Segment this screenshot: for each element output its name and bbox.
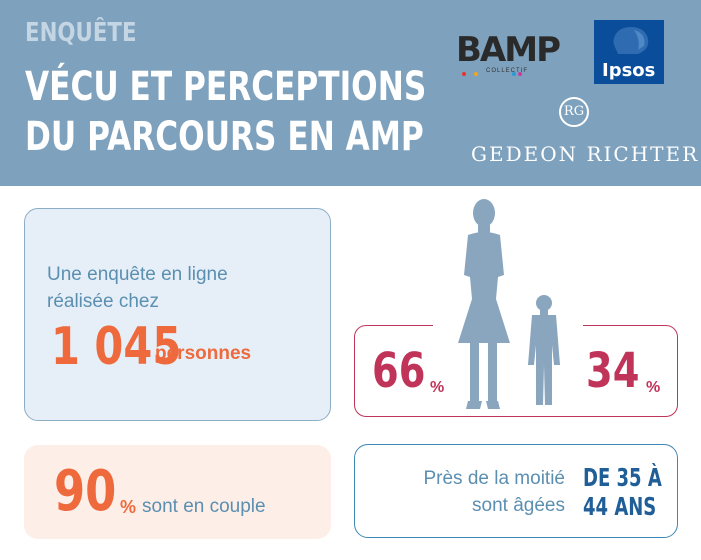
- women-percentage: 66: [372, 343, 426, 399]
- survey-respondent-unit: personnes: [155, 343, 252, 364]
- title-line-1: VÉCU ET PERCEPTIONS: [25, 64, 427, 110]
- age-range-line-2: 44 ANS: [583, 492, 657, 521]
- couple-percentage: 90: [54, 459, 117, 524]
- title-line-2: DU PARCOURS EN AMP: [25, 114, 424, 160]
- age-range: DE 35 À 44 ANS: [583, 463, 662, 521]
- gedeon-richter-logo: GEDEON RICHTER: [471, 142, 700, 166]
- couple-card: 90 % sont en couple: [24, 445, 331, 539]
- age-line-1: Près de la moitié: [423, 468, 565, 489]
- header-banner: ENQUÊTE VÉCU ET PERCEPTIONS DU PARCOURS …: [0, 0, 701, 186]
- ipsos-head-icon: [613, 26, 649, 54]
- couple-percent-symbol: %: [120, 497, 137, 517]
- header-kicker: ENQUÊTE: [25, 18, 137, 48]
- survey-description: Une enquête en ligne réalisée chez: [47, 261, 228, 315]
- survey-line-1: Une enquête en ligne: [47, 264, 228, 285]
- ipsos-logo-word: Ipsos: [602, 60, 656, 81]
- men-percent-symbol: %: [646, 379, 661, 396]
- age-range-line-1: DE 35 À: [583, 463, 662, 492]
- survey-line-2: réalisée chez: [47, 291, 159, 312]
- ipsos-logo: Ipsos: [594, 20, 664, 84]
- women-percent-symbol: %: [430, 379, 445, 396]
- gender-figures: [458, 199, 560, 409]
- man-silhouette-icon: [528, 295, 560, 405]
- page-title: VÉCU ET PERCEPTIONS DU PARCOURS EN AMP: [25, 62, 426, 162]
- richter-rg-mark: RG: [559, 97, 589, 127]
- men-percentage: 34: [586, 343, 640, 399]
- survey-card: Une enquête en ligne réalisée chez 1 045…: [24, 208, 331, 421]
- bamp-logo-dots: [462, 72, 522, 76]
- age-card: Près de la moitié sont âgées DE 35 À 44 …: [354, 444, 678, 538]
- age-description: Près de la moitié sont âgées: [423, 465, 565, 519]
- gender-frame-gap: [433, 322, 583, 328]
- woman-silhouette-icon: [458, 199, 510, 409]
- age-line-2: sont âgées: [472, 495, 565, 516]
- couple-description: sont en couple: [142, 496, 266, 517]
- bamp-logo: BAMP COLLECTIF: [456, 30, 562, 78]
- bamp-logo-word: BAMP: [456, 30, 561, 70]
- bamp-logo-subtitle: COLLECTIF: [486, 68, 529, 74]
- survey-respondent-count: 1 045: [51, 317, 182, 377]
